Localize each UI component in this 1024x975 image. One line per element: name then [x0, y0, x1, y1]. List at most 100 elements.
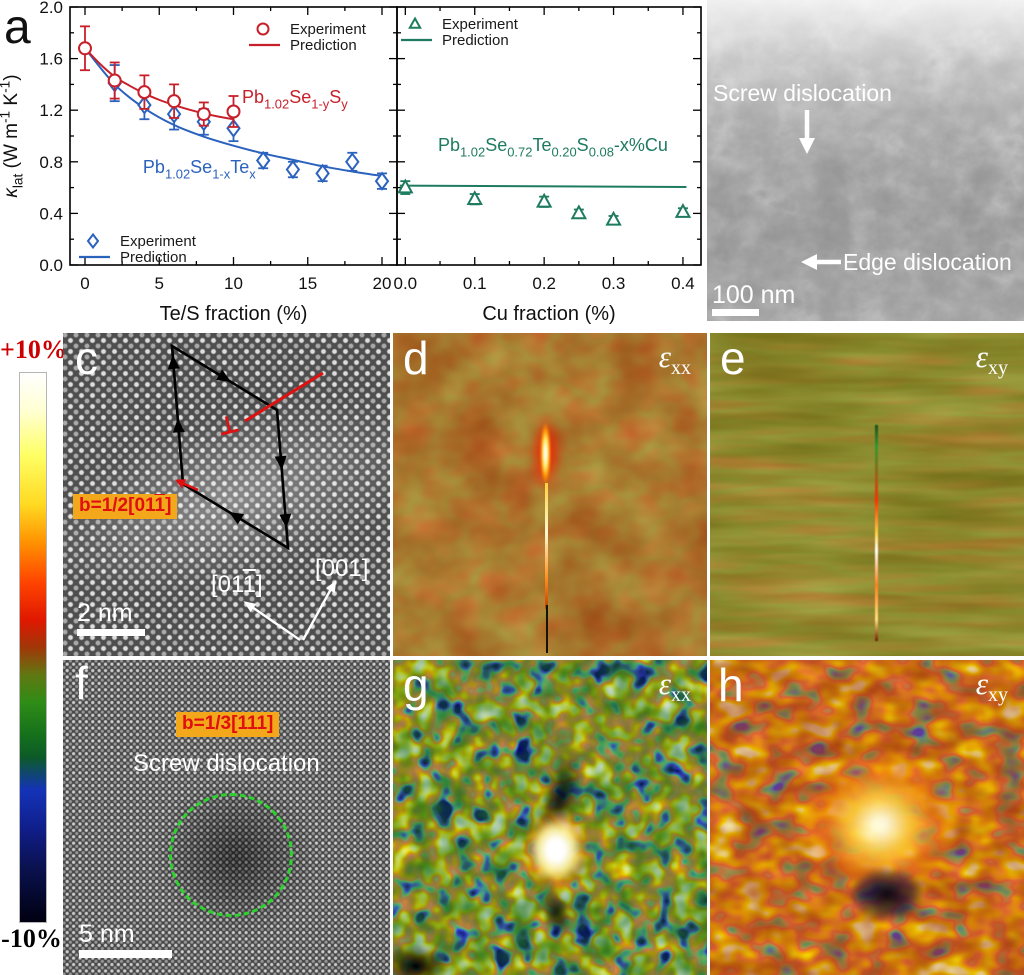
- screw-dislocation-circle: [169, 793, 293, 917]
- y-tick-label: 1.6: [39, 50, 63, 69]
- y-tick-label: 2.0: [39, 0, 63, 17]
- x-tick-label: 0.0: [394, 274, 418, 293]
- panel-letter-a: a: [4, 1, 31, 54]
- burgers-vector-label: b=1/3[111]: [176, 712, 280, 737]
- edge-dislocation-label: Edge dislocation: [843, 249, 1012, 275]
- colorbar-max-label: +10%: [0, 335, 63, 364]
- data-point-marker: [285, 159, 301, 180]
- x-tick-label: 0.3: [602, 274, 626, 293]
- burgers-closure-arrow: [181, 481, 199, 492]
- strain-component-label-exy: εxy: [975, 339, 1008, 380]
- strain-component-label-exy: εxy: [975, 666, 1008, 707]
- panel-h-strain-map-exy: h εxy: [710, 660, 1024, 975]
- prediction-curve: [84, 47, 234, 121]
- panel-f-screw-dislocation-image: f b=1/3[111] Screw dislocation 5 nm: [63, 660, 390, 975]
- series-label: Pb1.02Se1-ySy: [242, 87, 348, 111]
- dislocation-line-streak: [545, 483, 548, 609]
- panel-letter-e: e: [720, 333, 746, 384]
- core-dark-blob: [843, 863, 931, 925]
- data-point-marker: [374, 171, 390, 191]
- x-tick-label: 0: [80, 274, 89, 293]
- colorbar-gradient: [19, 372, 47, 923]
- data-point-marker: [196, 107, 211, 122]
- legend-label: Experiment: [442, 16, 519, 33]
- data-point-marker: [674, 203, 692, 218]
- strain-component-label-exx: εxx: [658, 339, 691, 380]
- data-point-marker: [605, 210, 622, 226]
- panel-d-strain-map-exx: d εxx: [393, 333, 707, 656]
- kappa-lat-chart: 0 5 10 15 200.00.40.81.21.62.0Te/S fraction …: [0, 0, 702, 325]
- data-point-marker: [226, 118, 241, 138]
- tem-lighting-gradient: [707, 0, 1024, 321]
- f-scale-bar: [79, 950, 172, 958]
- legend-label: Prediction: [120, 249, 187, 266]
- prediction-curve: [399, 184, 687, 188]
- y-tick-label: 1.2: [39, 101, 63, 120]
- panel-e-strain-map-exy: e εxy: [710, 333, 1024, 656]
- y-axis-title: κlat (W m-1 K-1): [0, 74, 26, 197]
- y-tick-label: 0.8: [39, 153, 63, 172]
- legend-marker-triangle: [408, 16, 422, 29]
- dislocation-line-streak: [875, 425, 878, 641]
- legend-label: Prediction: [442, 32, 509, 49]
- x-tick-label: 10: [224, 274, 243, 293]
- tem-scale-bar: [712, 309, 759, 316]
- data-point-marker: [315, 163, 330, 184]
- burgers-circuit-path: [170, 343, 290, 551]
- panel-letter-c: c: [75, 333, 98, 384]
- strain-colorbar: +10% -10%: [0, 333, 63, 975]
- series-label: Pb1.02Se0.72Te0.20S0.08-x%Cu: [438, 135, 668, 159]
- burgers-circuit-overlay: [167, 343, 337, 641]
- x-axis-title: Cu fraction (%): [482, 303, 615, 325]
- series-pbse-s: Pb1.02Se1-ySy: [77, 25, 348, 128]
- data-point-marker: [107, 73, 122, 88]
- dislocation-line-dark: [546, 605, 548, 653]
- panel-c-burgers-circuit-image: c b=1/2[011] [011] [001] 2 nm: [63, 333, 390, 656]
- series-pbse-te: Pb1.02Se1-xTex: [84, 47, 390, 191]
- f-scale-label: 5 nm: [79, 920, 135, 948]
- x-tick-label: 5: [155, 274, 164, 293]
- panel-letter-f: f: [75, 660, 88, 709]
- left-arrow-icon: [801, 254, 841, 270]
- panel-a-thermal-conductivity-chart: a 0 5 10 15 20 0.0 0.4 0.8 1.2 1.6 2.0 Te/S fractio…: [0, 0, 707, 333]
- corner-dark-blob: [393, 942, 453, 975]
- c-scale-label: 2 nm: [77, 599, 133, 627]
- legend-label: Experiment: [120, 233, 197, 250]
- x-tick-label: 15: [298, 274, 317, 293]
- data-point-marker: [137, 85, 152, 100]
- down-arrow-icon: [799, 110, 815, 154]
- series-label: Pb1.02Se1-xTex: [143, 157, 256, 181]
- data-point-marker: [255, 150, 271, 171]
- data-point-marker: [167, 94, 182, 109]
- direction-label-011bar: [011]: [211, 571, 263, 598]
- axes-1: [397, 6, 701, 266]
- data-point-marker: [77, 41, 92, 56]
- screw-dislocation-label: Screw dislocation: [133, 750, 320, 777]
- data-point-marker: [397, 178, 414, 194]
- legend-marker-circle: [256, 22, 270, 36]
- y-tick-label: 0.4: [39, 204, 63, 223]
- x-tick-label: 0.2: [532, 274, 556, 293]
- screw-dislocation-label: Screw dislocation: [713, 80, 892, 106]
- data-point-marker: [466, 190, 483, 206]
- edge-dislocation-tee-icon: [220, 416, 240, 436]
- burgers-b-symbol: b: [182, 713, 194, 734]
- direction-arrows: [251, 588, 333, 641]
- panel-letter-h: h: [718, 660, 744, 711]
- chart-panel-1: 0.0 0.1 0.2 0.3 0.4 Cu fraction (%) Pb1.02Se0.…: [394, 6, 702, 325]
- chart-panel-0: 0 5 10 15 20 0.0 0.4 0.8 1.2 1.6 2.0 Te/S fraction …: [39, 0, 398, 325]
- panel-letter-g: g: [403, 660, 429, 711]
- colorbar-min-label: -10%: [1, 924, 62, 953]
- strain-component-label-exx: εxx: [658, 666, 691, 707]
- panel-letter-d: d: [403, 333, 429, 384]
- legend-marker-diamond: [86, 232, 100, 250]
- dislocation-core: [539, 419, 552, 495]
- dislocation-line: [244, 371, 324, 423]
- data-point-marker: [345, 152, 360, 172]
- tem-scale-label: 100 nm: [712, 281, 796, 309]
- burgers-b-symbol: b: [79, 495, 91, 516]
- prediction-curve: [84, 47, 383, 177]
